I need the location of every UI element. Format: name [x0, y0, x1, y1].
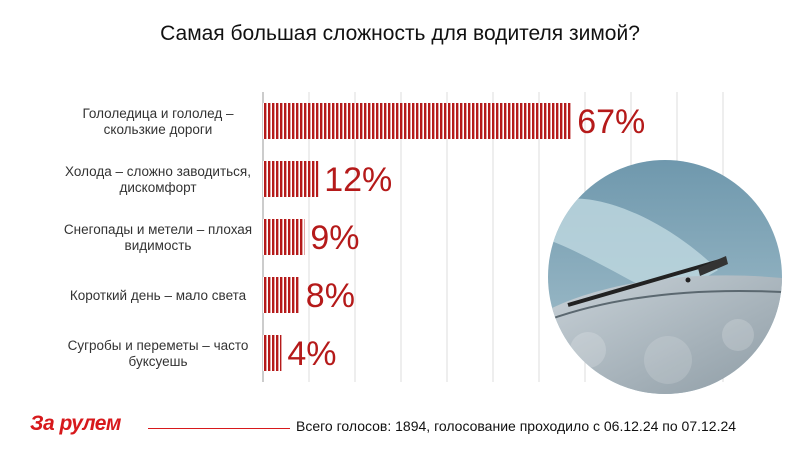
- chart-title: Самая большая сложность для водителя зим…: [160, 22, 640, 45]
- bar: [263, 277, 300, 313]
- value-label: 12%: [324, 161, 392, 199]
- bar: [263, 103, 572, 139]
- divider-line: [148, 428, 290, 429]
- brand-logo: За рулем: [30, 412, 121, 435]
- value-label: 4%: [287, 335, 336, 373]
- bar: [263, 219, 305, 255]
- value-label: 9%: [310, 219, 359, 257]
- windshield-photo: [548, 160, 782, 394]
- value-label: 8%: [306, 277, 355, 315]
- bar: [263, 161, 319, 197]
- category-label: Холода – сложно заводиться, дискомфорт: [65, 164, 251, 195]
- bar: [263, 335, 282, 371]
- chart-labels: 67% Гололедица и гололед – скользкие дорог…: [64, 103, 645, 373]
- chart-bars: [263, 103, 572, 371]
- category-label: Снегопады и метели – плохая видимость: [64, 222, 252, 253]
- vote-info: Всего голосов: 1894, голосование проходи…: [296, 418, 737, 434]
- category-label: Гололедица и гололед – скользкие дороги: [83, 106, 234, 137]
- category-label: Короткий день – мало света: [70, 288, 247, 303]
- category-label: Сугробы и переметы – часто буксуешь: [68, 338, 249, 369]
- value-label: 67%: [577, 103, 645, 141]
